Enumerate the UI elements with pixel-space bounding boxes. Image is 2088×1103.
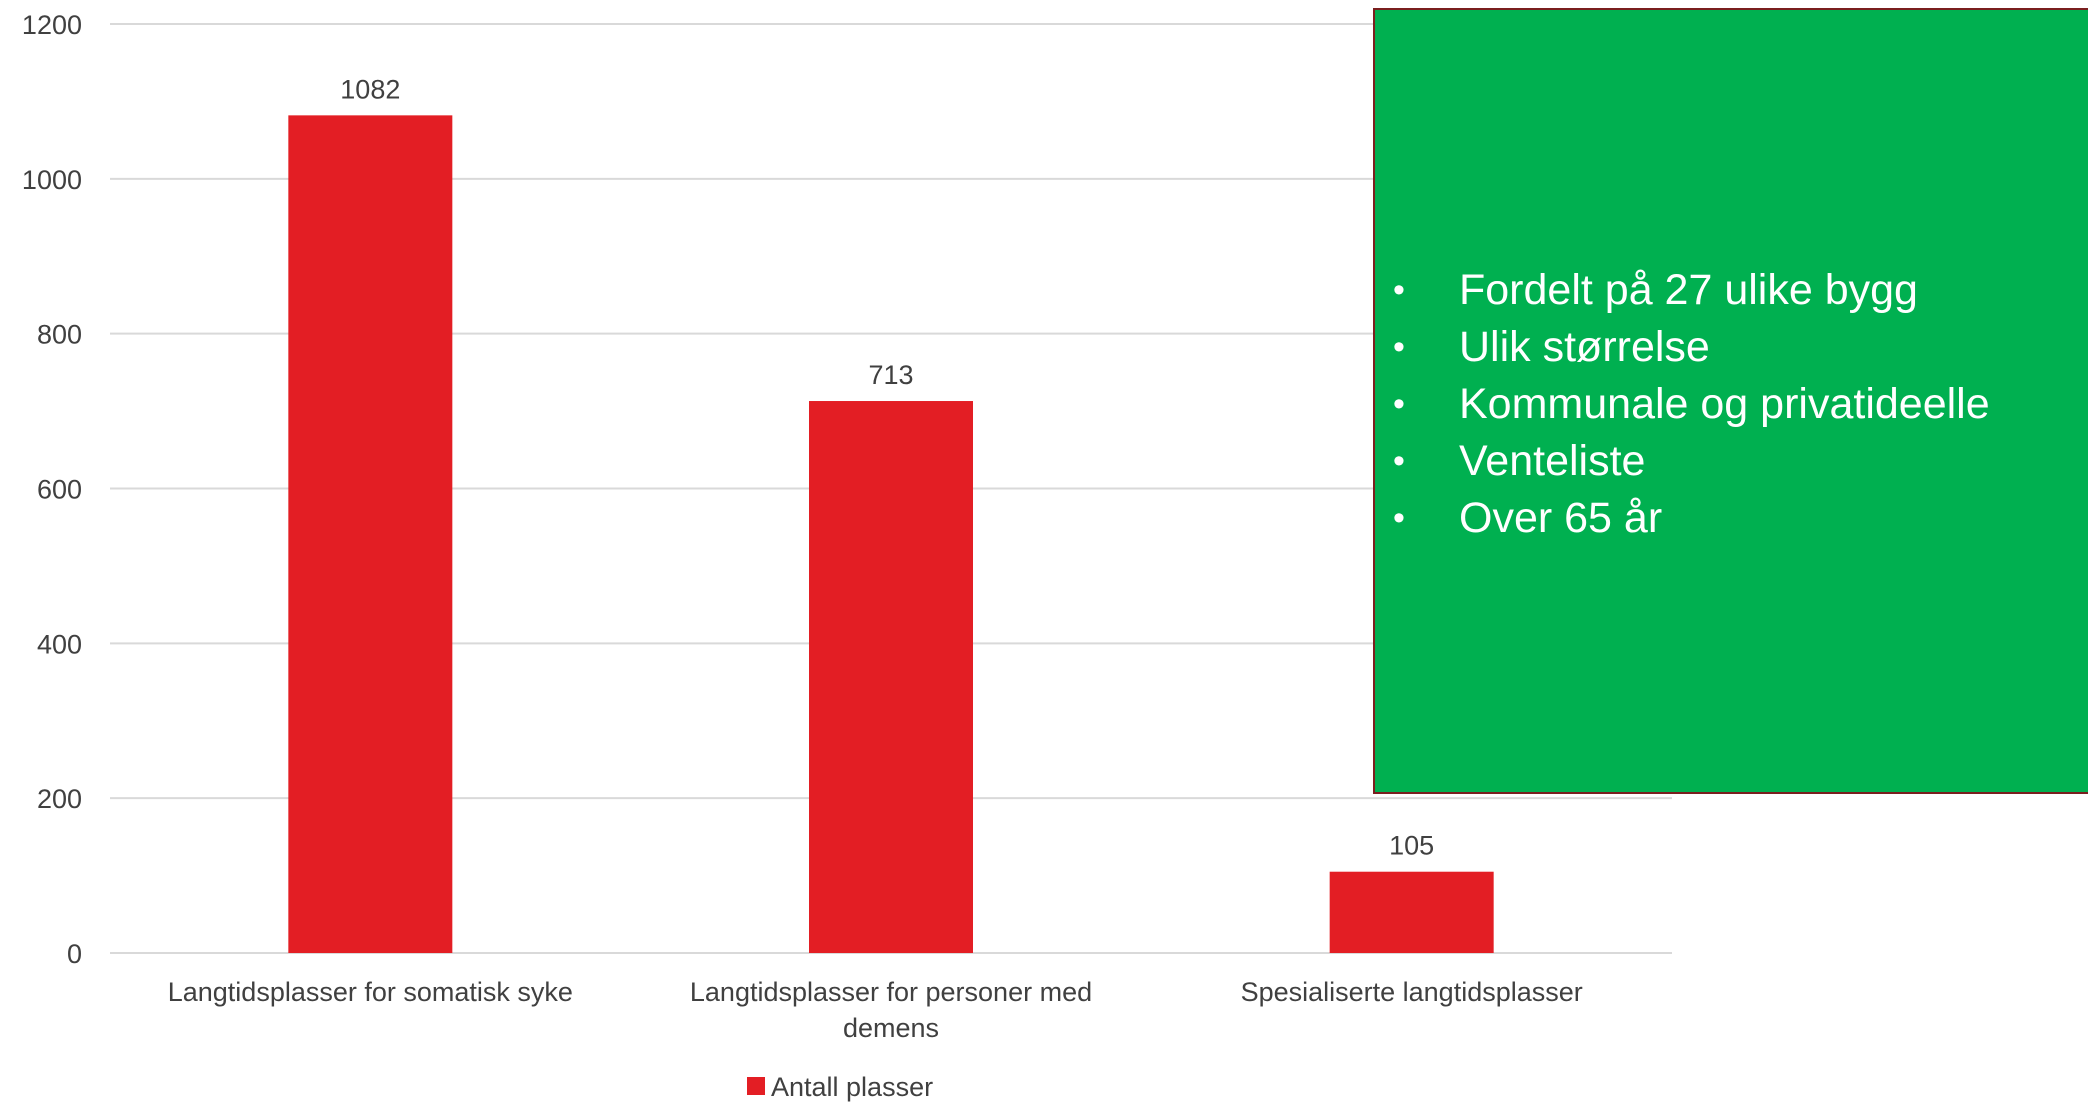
bar [1329, 871, 1494, 953]
bar [288, 115, 453, 953]
bullet-icon: • [1393, 271, 1405, 309]
legend: Antall plasser [747, 1072, 933, 1102]
y-tick-label: 0 [67, 939, 82, 969]
data-labels: 1082 713 105 [340, 74, 1434, 860]
y-tick-label: 600 [37, 475, 82, 505]
callout-item-text: Kommunale og privatideelle [1459, 380, 1990, 428]
x-axis-category-labels: Langtidsplasser for somatisk syke Langtid… [168, 977, 1583, 1043]
callout-item: • Kommunale og privatideelle [1393, 376, 1990, 433]
y-tick-label: 400 [37, 629, 82, 659]
y-tick-label: 200 [37, 784, 82, 814]
data-label: 105 [1389, 831, 1434, 861]
bullet-icon: • [1393, 328, 1405, 366]
y-axis-tick-labels: 0 200 400 600 800 1000 1200 [22, 10, 82, 969]
bars [288, 115, 1494, 953]
callout-item-text: Fordelt på 27 ulike bygg [1459, 266, 1918, 314]
x-tick-label: demens [843, 1013, 939, 1043]
callout-item: • Over 65 år [1393, 490, 1990, 547]
data-label: 713 [868, 360, 913, 390]
bar [809, 401, 973, 953]
info-callout-box: • Fordelt på 27 ulike bygg • Ulik større… [1373, 8, 2088, 794]
y-tick-label: 1000 [22, 165, 82, 195]
y-tick-label: 800 [37, 320, 82, 350]
callout-item-text: Over 65 år [1459, 494, 1663, 542]
x-tick-label: Langtidsplasser for somatisk syke [168, 977, 573, 1007]
legend-label: Antall plasser [771, 1072, 933, 1102]
x-tick-label: Langtidsplasser for personer med [690, 977, 1092, 1007]
bullet-icon: • [1393, 499, 1405, 537]
callout-item-text: Venteliste [1459, 437, 1646, 485]
y-tick-label: 1200 [22, 10, 82, 40]
callout-item: • Fordelt på 27 ulike bygg [1393, 262, 1990, 319]
bullet-icon: • [1393, 385, 1405, 423]
data-label: 1082 [340, 74, 400, 104]
callout-item: • Ulik størrelse [1393, 319, 1990, 376]
callout-item: • Venteliste [1393, 433, 1990, 490]
legend-swatch [747, 1077, 765, 1095]
bullet-icon: • [1393, 442, 1405, 480]
callout-bullet-list: • Fordelt på 27 ulike bygg • Ulik større… [1393, 262, 1990, 547]
x-tick-label: Spesialiserte langtidsplasser [1241, 977, 1583, 1007]
callout-item-text: Ulik størrelse [1459, 323, 1710, 371]
